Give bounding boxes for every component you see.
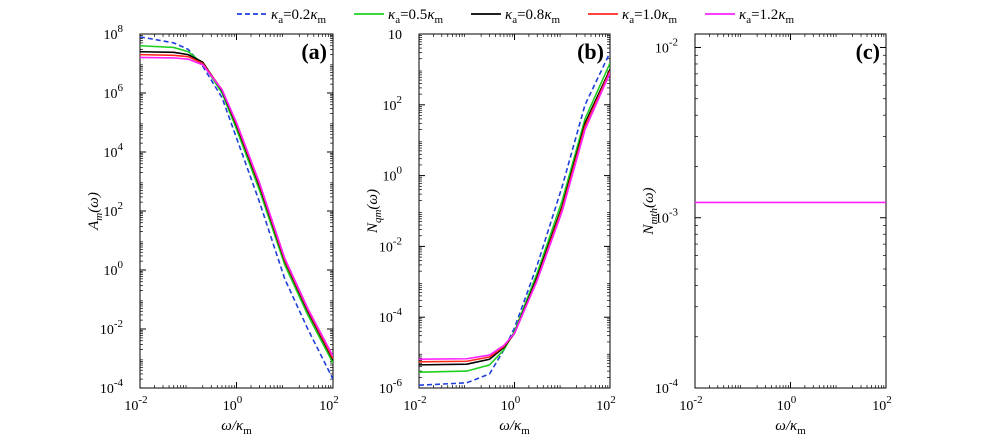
y-axis-label: Nmth(ω) [641,187,660,235]
series-line [140,50,333,361]
panel-c: 10-2 100 102 10-4 10-3 10-2 ω/κm Nmth(ω) (c) [641,33,892,436]
y-tick-label: 100 [383,165,403,185]
x-tick-label: 100 [501,394,521,414]
series-line [140,44,333,364]
series-line [140,56,333,357]
panel-a: 10-2 100 10210-410-2100102104106108ω/κmAm(… [86,23,339,436]
y-tick-label: 10-4 [655,377,679,397]
y-tick-label: 10-4 [100,377,124,397]
y-tick-label: 10-6 [379,377,403,397]
y-tick-label: 10-2 [100,318,123,338]
series-line [419,62,610,373]
axes-box [694,33,887,389]
legend-label: κa=0.5κm [388,7,444,26]
x-tick-label: 102 [596,394,616,414]
x-tick-label: 102 [319,394,339,414]
y-tick-label: 102 [104,200,124,220]
y-tick-label: 10-2 [379,235,402,255]
series-line [140,36,333,380]
series-line [419,72,610,361]
x-axis-label: ω/κm [499,418,530,436]
y-tick-label: 108 [104,23,124,43]
series-line [140,53,333,359]
y-tick-label: 10-4 [379,306,403,326]
y-tick-label: 10 [388,28,402,43]
axes-box [418,33,611,389]
x-tick-label: 10-2 [124,394,147,414]
legend-label: κa=1.0κm [622,7,678,26]
y-axis-label: Am(ω) [86,192,105,231]
y-tick-label: 102 [383,94,403,114]
legend-label: κa=0.8κm [505,7,561,26]
y-tick-label: 10-2 [655,36,678,56]
y-tick-label: 104 [104,141,124,161]
y-tick-label: 106 [104,82,124,102]
series-line [419,70,610,363]
panel-b: 10-2 100 102 10-6 10-4 10-2 100 102 10 ω/κm Nqm(ω)… [365,28,616,436]
legend-label: κa=0.2κm [271,7,327,26]
panel-label: (c) [856,39,880,64]
panel-label: (b) [577,39,604,64]
series-line [419,52,610,386]
panel-label: (a) [301,39,327,64]
legend: κa=0.2κm κa=0.5κm κa=0.8κm κa=1.0κm κa=1.2κm [237,7,795,26]
x-axis-label: ω/κm [221,418,252,436]
x-tick-label: 100 [777,394,797,414]
x-tick-label: 10-2 [679,394,702,414]
series-line [419,69,610,366]
y-axis-label: Nqm(ω) [365,189,384,234]
x-tick-label: 102 [872,394,892,414]
x-axis-label: ω/κm [775,418,806,436]
axes-box [139,33,334,389]
x-tick-label: 100 [223,394,243,414]
x-tick-label: 10-2 [403,394,426,414]
legend-label: κa=1.2κm [739,7,795,26]
y-tick-label: 10-3 [655,207,679,227]
y-tick-label: 100 [104,259,124,279]
